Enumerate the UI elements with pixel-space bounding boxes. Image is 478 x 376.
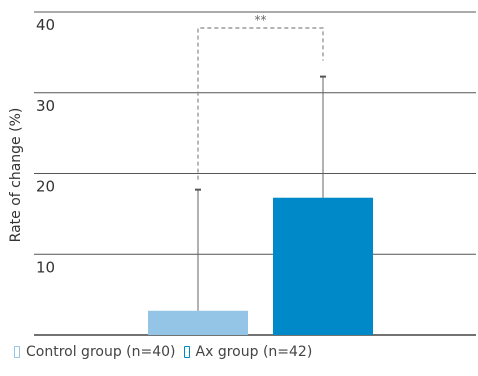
y-tick-label-30: 30: [36, 97, 55, 115]
y-tick-label-20: 20: [36, 178, 55, 196]
legend-label-ax: Ax group (n=42): [195, 344, 313, 360]
error-bars: [195, 75, 326, 311]
legend-swatch-control: [14, 346, 20, 358]
legend: Control group (n=40) Ax group (n=42): [14, 344, 320, 360]
legend-item-ax: Ax group (n=42): [183, 344, 313, 360]
bar-1: [273, 197, 373, 335]
y-axis-label: Rate of change (%): [8, 108, 24, 243]
gridlines: [34, 11, 476, 336]
significance-bracket: **: [197, 13, 324, 180]
y-tick-label-10: 10: [36, 258, 55, 276]
bar-0: [148, 310, 248, 335]
significance-bracket-line: [197, 27, 324, 180]
bars: [148, 197, 373, 335]
legend-label-control: Control group (n=40): [26, 344, 176, 360]
y-tick-label-40: 40: [36, 16, 55, 34]
significance-label: **: [255, 13, 267, 27]
legend-item-control: Control group (n=40): [14, 344, 176, 360]
legend-swatch-ax: [183, 346, 190, 358]
y-tick-labels: 10 20 30 40: [36, 16, 55, 276]
